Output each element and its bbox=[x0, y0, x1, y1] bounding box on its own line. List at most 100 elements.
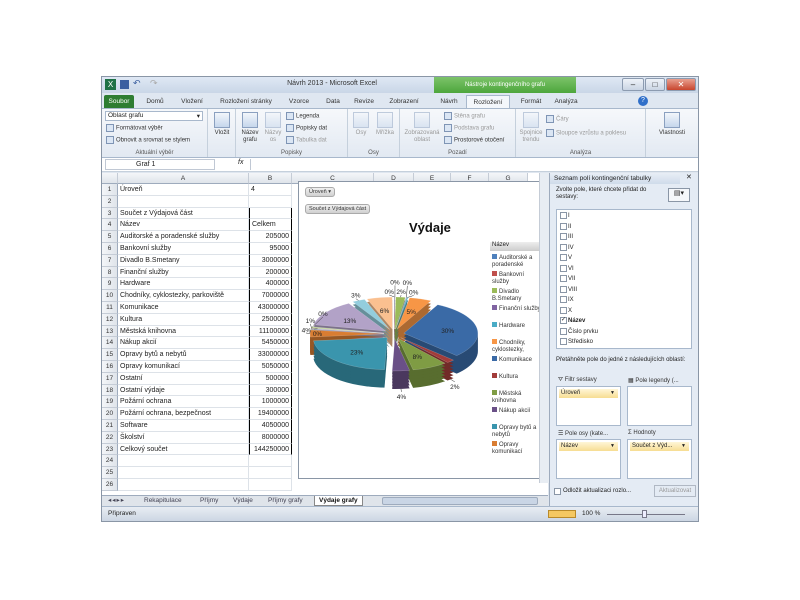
field-list[interactable]: I II III IV V VI VII VIII IX X ✓ Název Číslo prvku St… bbox=[556, 209, 692, 349]
legend-entry[interactable]: Opravy bytů a nebytů bbox=[492, 424, 542, 438]
data-label[interactable]: 0% bbox=[318, 311, 328, 318]
cell-b[interactable]: 8000000 bbox=[249, 431, 292, 444]
legend-entry[interactable]: Bankovní služby bbox=[492, 271, 542, 285]
tab-format[interactable]: Formát bbox=[520, 98, 542, 105]
row-header[interactable]: 16 bbox=[102, 361, 118, 373]
cell-b[interactable]: 205000 bbox=[249, 231, 292, 243]
field-checkbox[interactable] bbox=[560, 233, 567, 240]
cell-b[interactable]: 7000000 bbox=[249, 290, 292, 302]
cell-b[interactable]: 43000000 bbox=[249, 302, 292, 314]
field-checkbox[interactable] bbox=[560, 285, 567, 293]
tab-vzorce[interactable]: Vzorce bbox=[288, 98, 310, 105]
reset-style-button[interactable]: Obnovit a srovnat se stylem bbox=[106, 136, 190, 144]
data-label[interactable]: 2% bbox=[396, 289, 406, 296]
cell-a[interactable]: Chodníky, cyklostezky, parkoviště bbox=[118, 290, 249, 302]
cell-b[interactable]: 5050000 bbox=[249, 361, 292, 373]
lines-button[interactable]: Čáry bbox=[546, 115, 569, 123]
cell-b[interactable] bbox=[249, 467, 292, 479]
data-label[interactable]: 2% bbox=[450, 384, 460, 391]
row-header[interactable]: 25 bbox=[102, 467, 118, 479]
tab-domu[interactable]: Domů bbox=[146, 98, 164, 105]
tab-zobrazeni[interactable]: Zobrazení bbox=[389, 98, 419, 105]
cell-a[interactable]: Ostatní bbox=[118, 372, 249, 385]
cell-a[interactable]: Úroveň bbox=[118, 184, 249, 196]
data-label[interactable]: 4% bbox=[302, 328, 312, 335]
legend-entry[interactable]: Nákup akcií bbox=[492, 407, 542, 415]
field-item[interactable]: X bbox=[560, 306, 572, 316]
field-checkbox[interactable] bbox=[560, 306, 567, 314]
properties-button[interactable]: Vlastnosti bbox=[652, 112, 692, 137]
legend-entry[interactable]: Divadlo B.Smetany bbox=[492, 288, 542, 302]
cell-b[interactable]: 300000 bbox=[249, 384, 292, 397]
cell-b[interactable]: 4 bbox=[249, 184, 292, 196]
filter-area[interactable]: Úroveň ▼ bbox=[556, 386, 621, 426]
data-labels-button[interactable]: Popisky dat bbox=[286, 124, 327, 132]
cell-b[interactable]: 400000 bbox=[249, 278, 292, 291]
filter-chip[interactable]: Úroveň ▼ bbox=[559, 389, 618, 398]
data-label[interactable]: 3% bbox=[351, 293, 361, 300]
select-all-corner[interactable] bbox=[102, 173, 118, 184]
close-panel-icon[interactable]: ✕ bbox=[686, 174, 692, 181]
data-label[interactable]: 23% bbox=[350, 350, 363, 357]
legend-area[interactable] bbox=[627, 386, 692, 426]
field-item[interactable]: ✓ Název bbox=[560, 317, 585, 326]
row-header[interactable]: 14 bbox=[102, 337, 118, 350]
field-item[interactable]: I bbox=[560, 212, 570, 221]
field-checkbox[interactable] bbox=[560, 264, 567, 272]
cell-a[interactable]: Ostatní výdaje bbox=[118, 384, 249, 397]
row-header[interactable]: 8 bbox=[102, 266, 118, 279]
pie-plot[interactable]: 30%23%13%8%6% 5%4%4%3%2%2%1%0%0%0%0%0%0% bbox=[299, 239, 489, 454]
tab-rozlozeni[interactable]: Rozložení bbox=[466, 95, 510, 108]
row-header[interactable]: 22 bbox=[102, 431, 118, 444]
cell-a[interactable]: Hardware bbox=[118, 278, 249, 291]
cell-a[interactable]: Divadlo B.Smetany bbox=[118, 254, 249, 267]
column-header-b[interactable]: B bbox=[249, 173, 292, 184]
value-field-button[interactable]: Součet z Výdajová část bbox=[305, 204, 371, 214]
row-header[interactable]: 7 bbox=[102, 254, 118, 267]
row-header[interactable]: 15 bbox=[102, 349, 118, 361]
cell-a[interactable]: Celkový součet bbox=[118, 443, 249, 456]
row-header[interactable]: 19 bbox=[102, 396, 118, 409]
legend-entry[interactable]: Komunikace bbox=[492, 356, 542, 364]
cell-b[interactable]: 200000 bbox=[249, 266, 292, 279]
field-item[interactable]: II bbox=[560, 222, 571, 232]
chart-floor-button[interactable]: Podstava grafu bbox=[444, 124, 494, 132]
values-area[interactable]: Součet z Výd... ▼ bbox=[627, 439, 692, 479]
help-icon[interactable]: ? bbox=[638, 96, 648, 106]
tab-revize[interactable]: Revize bbox=[354, 98, 374, 105]
cell-b[interactable]: 500000 bbox=[249, 372, 292, 385]
redo-icon[interactable]: ↷ bbox=[150, 78, 158, 88]
axis-chip[interactable]: Název ▼ bbox=[559, 442, 618, 451]
sheet-tab-prijmy[interactable]: Příjmy bbox=[200, 497, 219, 504]
cell-a[interactable] bbox=[118, 195, 249, 208]
field-item[interactable]: VI bbox=[560, 264, 574, 274]
sheet-tab-prijmy-grafy[interactable]: Příjmy grafy bbox=[268, 497, 303, 504]
data-label[interactable]: 30% bbox=[441, 328, 454, 335]
tab-navrh[interactable]: Návrh bbox=[440, 98, 458, 105]
field-item[interactable]: Číslo prvku bbox=[560, 327, 598, 337]
field-checkbox[interactable] bbox=[560, 327, 567, 335]
tab-rozlozeni-stranky[interactable]: Rozložení stránky bbox=[220, 98, 272, 105]
pie-slice[interactable] bbox=[394, 296, 406, 330]
chart-title[interactable]: Výdaje bbox=[409, 220, 451, 235]
cell-b[interactable]: 4050000 bbox=[249, 420, 292, 432]
cell-a[interactable]: Software bbox=[118, 420, 249, 432]
row-header[interactable]: 21 bbox=[102, 420, 118, 432]
pie-slice[interactable] bbox=[313, 337, 388, 370]
field-checkbox[interactable]: ✓ bbox=[560, 317, 567, 324]
save-icon[interactable] bbox=[120, 80, 129, 89]
legend-entry[interactable]: Hardware bbox=[492, 322, 542, 330]
format-selection-button[interactable]: Formátovat výběr bbox=[106, 124, 163, 132]
data-label[interactable]: 13% bbox=[343, 318, 356, 325]
minimize-button[interactable]: – bbox=[622, 78, 644, 91]
field-checkbox[interactable] bbox=[560, 212, 567, 219]
field-item[interactable]: III bbox=[560, 233, 573, 242]
update-button[interactable]: Aktualizovat bbox=[654, 485, 696, 497]
cell-b[interactable] bbox=[249, 207, 292, 220]
row-header[interactable]: 3 bbox=[102, 207, 118, 220]
cell-a[interactable]: Požární ochrana bbox=[118, 396, 249, 409]
field-item[interactable]: IX bbox=[560, 296, 574, 305]
cell-a[interactable]: Kultura bbox=[118, 313, 249, 326]
axis-titles-button[interactable]: Názvy os bbox=[262, 112, 284, 144]
field-checkbox[interactable] bbox=[560, 222, 567, 230]
